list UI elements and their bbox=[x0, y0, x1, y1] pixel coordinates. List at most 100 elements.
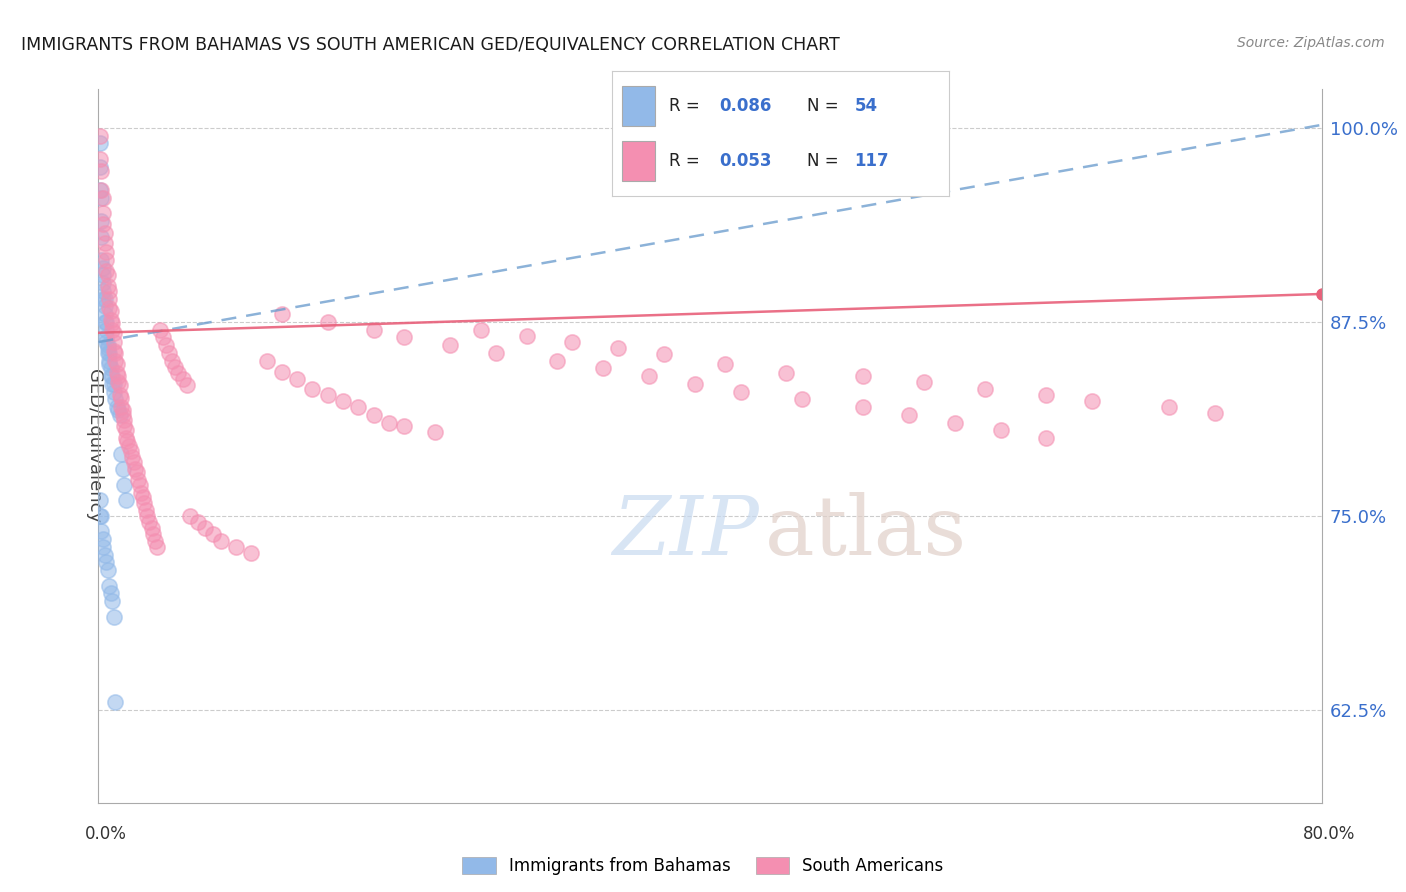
Point bbox=[97, 346, 120, 360]
Point bbox=[152, 330, 174, 344]
Point bbox=[98, 353, 121, 368]
Point bbox=[392, 330, 416, 344]
Point bbox=[363, 323, 385, 337]
Point bbox=[160, 353, 183, 368]
Point bbox=[89, 183, 111, 197]
Point bbox=[91, 532, 114, 546]
Point bbox=[90, 164, 112, 178]
Point bbox=[485, 346, 508, 360]
Point bbox=[91, 206, 114, 220]
Point bbox=[103, 344, 125, 359]
Point bbox=[100, 586, 122, 600]
Point bbox=[112, 418, 135, 433]
Point bbox=[240, 546, 263, 560]
Text: Source: ZipAtlas.com: Source: ZipAtlas.com bbox=[1237, 36, 1385, 50]
Point bbox=[94, 245, 117, 260]
Point bbox=[347, 401, 370, 415]
Point bbox=[124, 462, 146, 476]
Point bbox=[110, 401, 132, 415]
Point bbox=[125, 466, 148, 480]
Point bbox=[912, 376, 935, 390]
Point bbox=[316, 388, 339, 402]
Point bbox=[117, 434, 139, 449]
Point bbox=[97, 279, 120, 293]
Point bbox=[101, 594, 124, 608]
Point bbox=[176, 378, 198, 392]
Point bbox=[852, 401, 875, 415]
Text: 117: 117 bbox=[855, 153, 889, 170]
Point bbox=[142, 527, 165, 541]
Point bbox=[155, 338, 177, 352]
Point bbox=[91, 540, 114, 554]
Point bbox=[974, 382, 997, 396]
Point bbox=[101, 317, 124, 331]
Point bbox=[90, 524, 112, 539]
Text: N =: N = bbox=[807, 97, 844, 115]
Point bbox=[103, 384, 125, 399]
FancyBboxPatch shape bbox=[621, 141, 655, 181]
Point bbox=[98, 301, 121, 315]
Point bbox=[115, 493, 138, 508]
Point bbox=[167, 366, 190, 380]
Point bbox=[94, 330, 117, 344]
Point bbox=[91, 284, 114, 298]
Point bbox=[378, 416, 401, 430]
Point bbox=[104, 353, 127, 368]
Point bbox=[897, 408, 920, 422]
Point bbox=[136, 508, 159, 523]
Point bbox=[112, 477, 135, 491]
Point bbox=[98, 292, 121, 306]
Point bbox=[143, 533, 166, 548]
Point bbox=[115, 431, 138, 445]
Point bbox=[90, 214, 112, 228]
Point bbox=[1035, 431, 1057, 445]
Point bbox=[97, 341, 120, 355]
Point bbox=[1204, 406, 1226, 420]
Point bbox=[775, 366, 797, 380]
FancyBboxPatch shape bbox=[621, 87, 655, 127]
Point bbox=[89, 152, 111, 166]
Point bbox=[363, 408, 385, 422]
Point bbox=[103, 326, 125, 340]
Point bbox=[103, 334, 125, 349]
Point bbox=[714, 357, 737, 371]
Point bbox=[91, 217, 114, 231]
Point bbox=[202, 527, 225, 541]
Point bbox=[120, 443, 142, 458]
Point bbox=[332, 394, 354, 409]
Point bbox=[97, 338, 120, 352]
Point bbox=[285, 372, 308, 386]
Point bbox=[98, 579, 121, 593]
Point bbox=[1157, 401, 1180, 415]
Text: 54: 54 bbox=[855, 97, 877, 115]
Point bbox=[89, 128, 111, 143]
Point bbox=[209, 533, 232, 548]
Point bbox=[392, 418, 416, 433]
Point bbox=[225, 540, 247, 554]
Text: 0.0%: 0.0% bbox=[84, 825, 127, 843]
Point bbox=[129, 485, 152, 500]
Text: ZIP: ZIP bbox=[612, 491, 759, 572]
Point bbox=[652, 347, 675, 361]
Point bbox=[93, 548, 115, 562]
Point bbox=[128, 477, 150, 491]
Point bbox=[108, 388, 131, 402]
Point bbox=[110, 391, 132, 405]
Point bbox=[105, 366, 128, 380]
Point bbox=[145, 540, 167, 554]
Point bbox=[111, 462, 134, 476]
Point bbox=[138, 515, 160, 529]
Point bbox=[111, 408, 134, 422]
Point bbox=[98, 357, 121, 371]
Point bbox=[97, 268, 120, 283]
Y-axis label: GED/Equivalency: GED/Equivalency bbox=[84, 369, 103, 523]
Point bbox=[111, 403, 134, 417]
Point bbox=[104, 392, 127, 407]
Point bbox=[94, 252, 117, 267]
Point bbox=[90, 191, 112, 205]
Point bbox=[607, 341, 630, 355]
Point bbox=[93, 315, 115, 329]
Point bbox=[108, 408, 131, 422]
Text: 0.086: 0.086 bbox=[720, 97, 772, 115]
Point bbox=[141, 521, 163, 535]
